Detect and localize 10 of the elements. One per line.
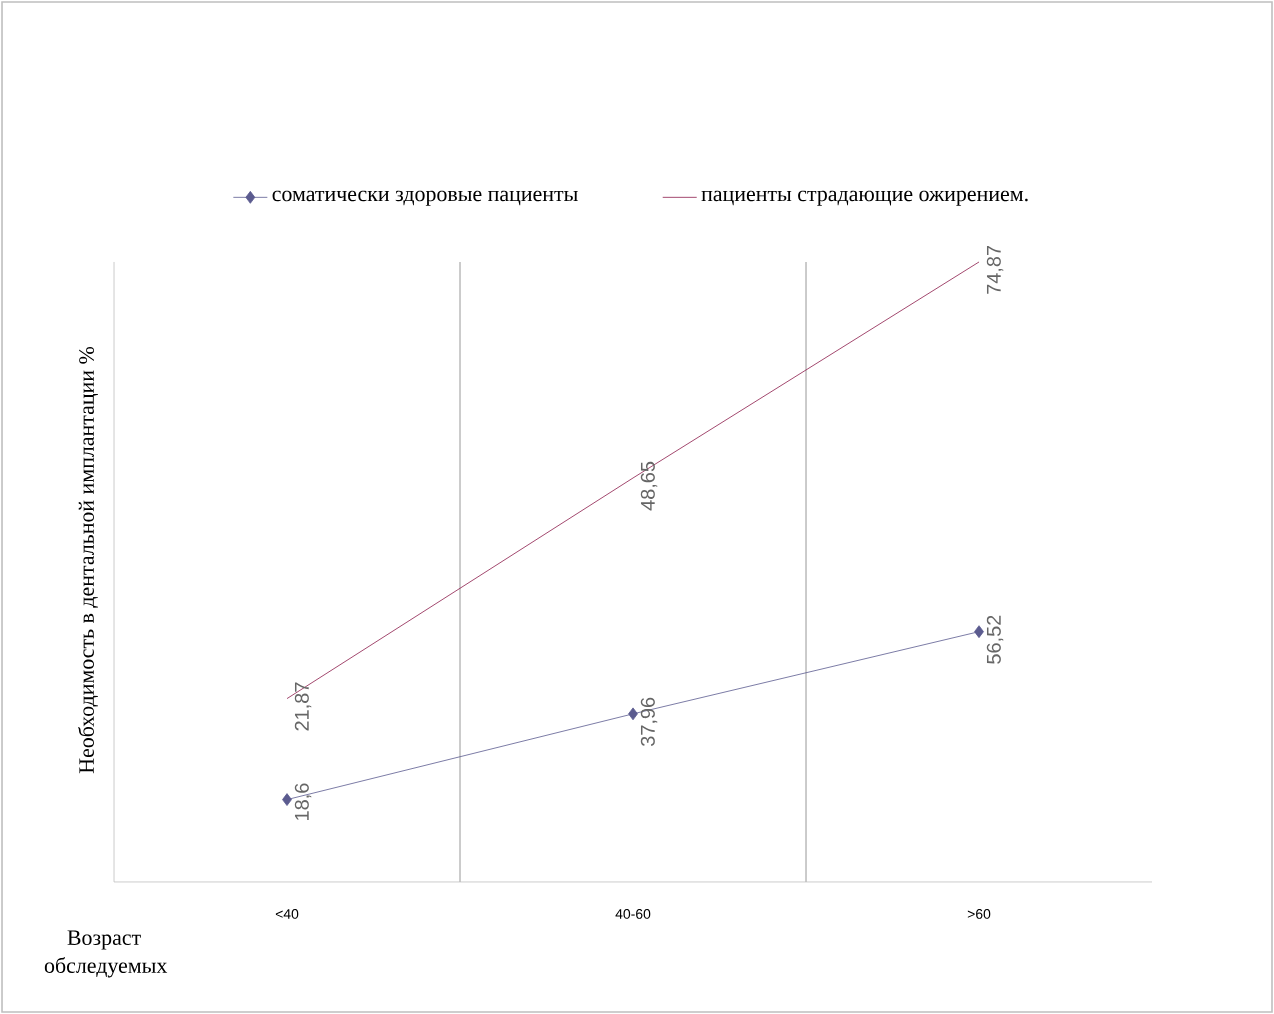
text: Возраст обследуемых: [44, 930, 168, 978]
data-label: 56,52: [986, 615, 1004, 664]
legend-label: соматически здоровые пациенты: [272, 190, 578, 206]
data-label: 18,6: [294, 783, 312, 820]
y-axis-title: Необходимость в дентальной имплантации %: [78, 346, 98, 774]
data-label: 37,96: [640, 697, 658, 747]
data-label: 48,65: [640, 461, 658, 511]
data-label: 74,87: [986, 246, 1004, 294]
legend-label: пациенты страдающие ожирением.: [701, 190, 1028, 206]
data-label: 21,87: [294, 682, 312, 731]
